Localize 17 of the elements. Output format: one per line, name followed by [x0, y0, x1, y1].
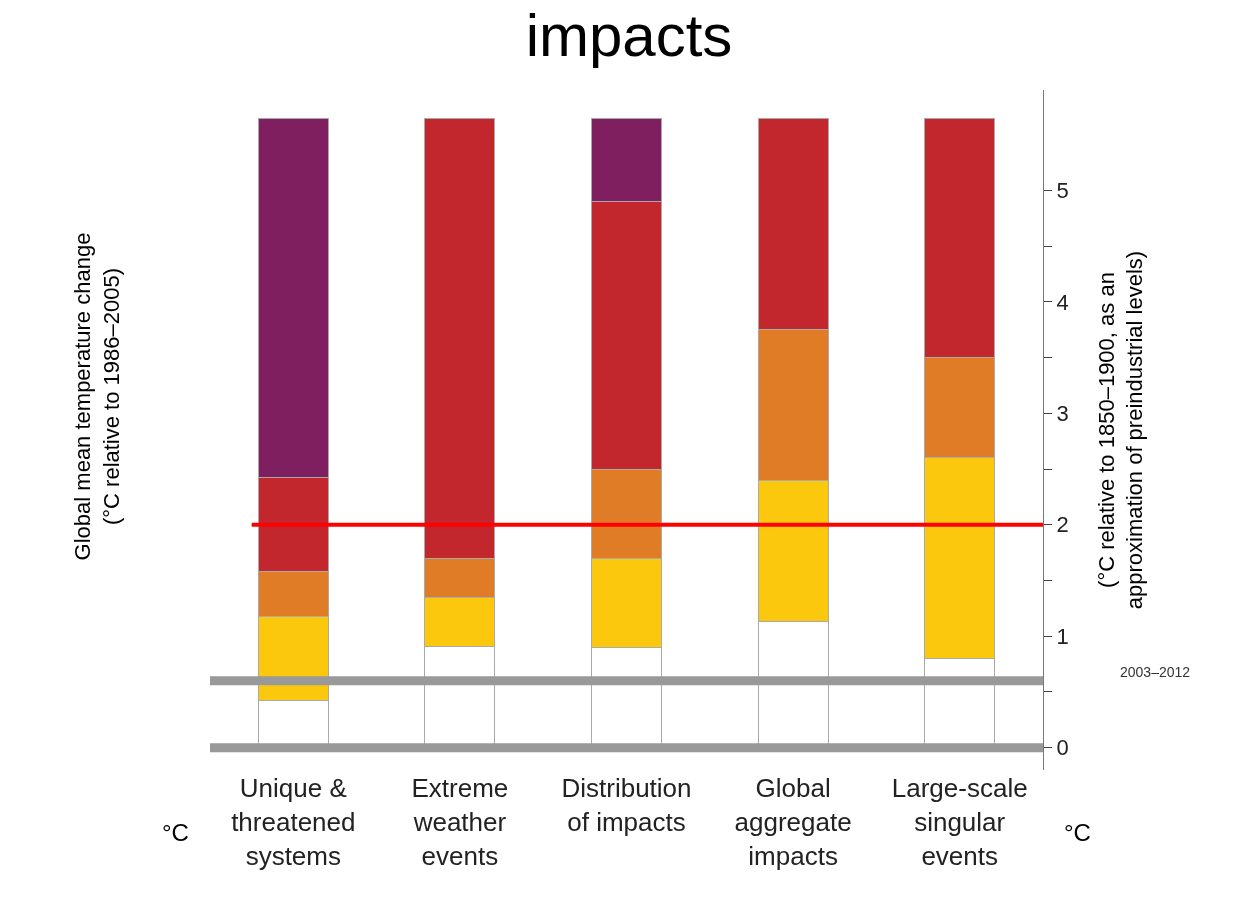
x-tick-label: Distribution of impacts	[561, 773, 692, 837]
x-tick-label: Extreme weather events	[411, 773, 509, 871]
y2-axis-title: (°C relative to 1850–1900, as an approximation of preindustrial levels)	[1093, 250, 1148, 610]
text: °C	[162, 819, 189, 846]
x-tick-label: Global aggregate impacts	[734, 773, 852, 871]
y2-tick-label: 4	[1056, 289, 1069, 315]
y2-tick-label: 2	[1056, 512, 1069, 538]
text: 2003–2012	[1120, 664, 1191, 680]
y-axis-title: Global mean temperature change (°C relative to 1986–2005)	[70, 232, 124, 561]
y2-tick-label: 3	[1056, 400, 1069, 426]
y2-tick-label: 0	[1056, 735, 1069, 761]
y2-tick-label: 1	[1056, 623, 1069, 649]
y2-tick-label: 5	[1056, 178, 1069, 204]
x-tick-label: Unique & threatened systems	[231, 773, 356, 871]
chart-title: impacts	[525, 1, 733, 69]
x-tick-label: Large-scale singular events	[891, 773, 1028, 871]
text: °C	[1064, 819, 1091, 846]
